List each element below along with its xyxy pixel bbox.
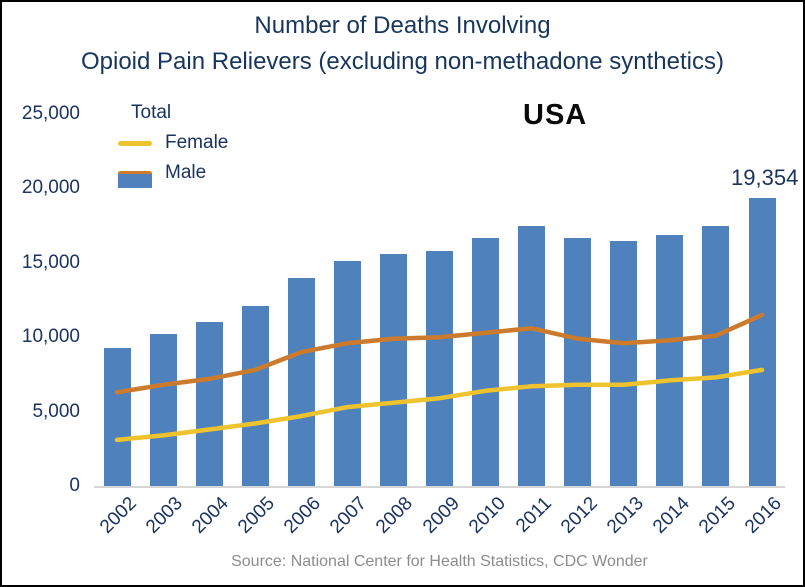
female-line-swatch-icon bbox=[118, 140, 152, 146]
bar-2003 bbox=[149, 334, 177, 486]
bar-2005 bbox=[241, 306, 269, 486]
data-label-2016: 19,354 bbox=[731, 165, 799, 190]
y-tick-0: 0 bbox=[69, 475, 80, 496]
x-tick-2015: 2015 bbox=[694, 493, 740, 538]
x-tick-2008: 2008 bbox=[372, 493, 418, 538]
y-tick-20000: 20,000 bbox=[21, 177, 80, 199]
bar-2012 bbox=[564, 237, 592, 486]
bar-2004 bbox=[195, 322, 223, 486]
chart-title: Number of Deaths Involving Opioid Pain R… bbox=[2, 8, 803, 80]
y-tick-25000: 25,000 bbox=[21, 103, 80, 124]
x-tick-2011: 2011 bbox=[511, 493, 556, 537]
y-tick-10000: 10,000 bbox=[21, 326, 80, 348]
x-tick-2016: 2016 bbox=[741, 493, 786, 538]
x-tick-2002: 2002 bbox=[96, 493, 141, 538]
legend: Total Female Male bbox=[118, 98, 228, 188]
source-note: Source: National Center for Health Stati… bbox=[231, 553, 648, 570]
x-tick-2013: 2013 bbox=[602, 493, 648, 538]
x-tick-2012: 2012 bbox=[556, 493, 602, 538]
y-tick-15000: 15,000 bbox=[21, 251, 80, 273]
bar-2002 bbox=[103, 347, 131, 486]
legend-label-female: Female bbox=[165, 132, 229, 153]
bar-2015 bbox=[702, 225, 730, 486]
y-tick-5000: 5,000 bbox=[32, 400, 80, 422]
legend-item-male: Male bbox=[118, 158, 228, 188]
x-tick-2005: 2005 bbox=[234, 493, 280, 538]
x-tick-2009: 2009 bbox=[418, 493, 464, 538]
x-tick-2006: 2006 bbox=[280, 493, 326, 538]
chart-title-line2: Opioid Pain Relievers (excluding non-met… bbox=[80, 48, 724, 75]
line-female bbox=[114, 367, 765, 443]
line-male bbox=[114, 312, 765, 395]
male-line-swatch-icon bbox=[118, 170, 152, 176]
bar-2008 bbox=[379, 253, 407, 486]
bar-2006 bbox=[287, 277, 315, 486]
x-tick-2003: 2003 bbox=[142, 493, 187, 538]
legend-item-female: Female bbox=[118, 128, 228, 158]
x-tick-2007: 2007 bbox=[326, 493, 372, 538]
y-axis: 0 5,000 10,000 15,000 20,000 25,000 bbox=[2, 103, 80, 496]
region-label: USA bbox=[523, 99, 588, 131]
bar-2011 bbox=[518, 225, 546, 486]
bar-2010 bbox=[472, 237, 500, 486]
bar-2013 bbox=[610, 240, 638, 486]
legend-item-total: Total bbox=[118, 98, 228, 188]
plot-area: 19,354 bbox=[94, 114, 798, 488]
bar-2016 bbox=[748, 198, 776, 486]
bar-2007 bbox=[333, 261, 361, 486]
x-tick-2004: 2004 bbox=[188, 493, 234, 538]
x-tick-2014: 2014 bbox=[648, 493, 694, 538]
x-tick-2010: 2010 bbox=[464, 493, 510, 538]
legend-label-male: Male bbox=[165, 162, 207, 183]
total-bar-swatch-icon bbox=[118, 174, 152, 188]
bar-2014 bbox=[656, 234, 684, 486]
legend-label-total: Total bbox=[131, 102, 172, 123]
bar-2009 bbox=[426, 250, 453, 486]
line-series-layer bbox=[114, 312, 765, 443]
chart-title-line1: Number of Deaths Involving bbox=[254, 12, 551, 39]
